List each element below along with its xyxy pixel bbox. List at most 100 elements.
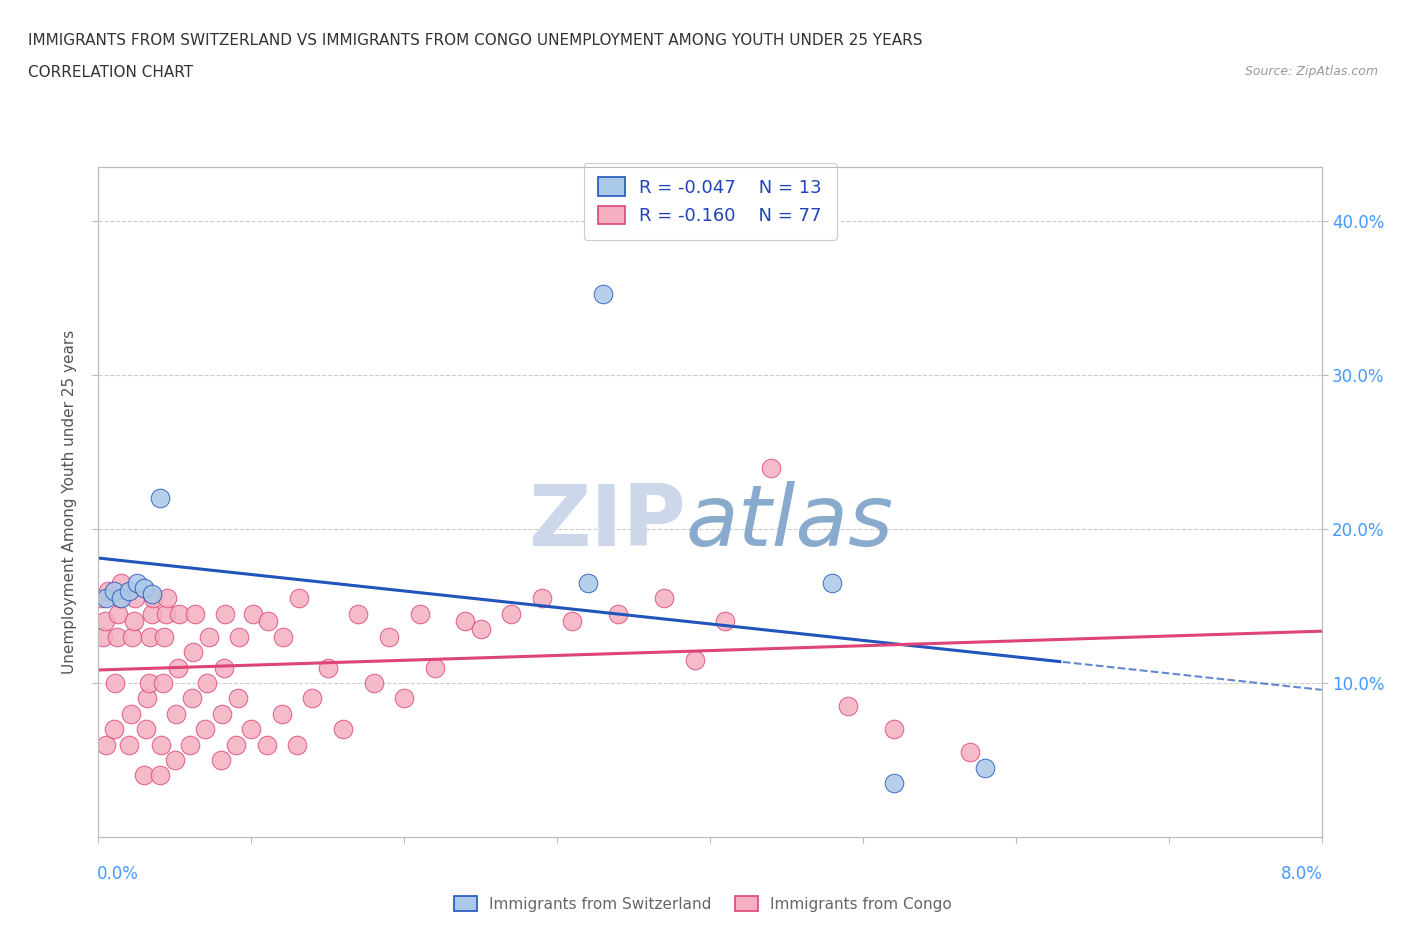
Point (94, 591, 117, 605)
Point (94, 737, 117, 752)
Point (194, 722, 217, 737)
Point (837, 698, 859, 713)
Point (93, 614, 115, 629)
Point (118, 737, 141, 752)
Text: Source: ZipAtlas.com: Source: ZipAtlas.com (1244, 65, 1378, 78)
Legend: R = -0.047    N = 13, R = -0.160    N = 77: R = -0.047 N = 13, R = -0.160 N = 77 (583, 163, 837, 240)
Y-axis label: Unemployment Among Youth under 25 years: Unemployment Among Youth under 25 years (62, 330, 77, 674)
Point (124, 591, 146, 605)
Point (163, 752, 186, 767)
Point (169, 606, 191, 621)
Point (561, 614, 583, 629)
Point (141, 606, 163, 621)
Point (301, 691, 323, 706)
Point (363, 675, 385, 690)
Point (270, 707, 294, 722)
Point (408, 606, 430, 621)
Point (104, 675, 127, 690)
Point (195, 675, 218, 690)
Point (167, 660, 190, 675)
Point (423, 660, 446, 675)
Point (110, 591, 132, 605)
Text: 0.0%: 0.0% (97, 865, 139, 884)
Point (530, 591, 553, 605)
Point (150, 737, 173, 752)
Point (184, 606, 207, 621)
Text: 8.0%: 8.0% (1281, 865, 1323, 884)
Point (209, 752, 232, 767)
Point (242, 606, 264, 621)
Point (392, 691, 416, 706)
Point (180, 691, 202, 706)
Point (883, 776, 905, 790)
Point (103, 583, 125, 598)
Point (156, 591, 179, 605)
Point (165, 707, 187, 722)
Point (607, 606, 630, 621)
Point (225, 737, 247, 752)
Point (107, 606, 129, 621)
Point (974, 761, 997, 776)
Point (134, 768, 156, 783)
Point (108, 591, 131, 605)
Point (110, 576, 132, 591)
Point (136, 691, 159, 706)
Point (652, 591, 675, 605)
Point (152, 675, 174, 690)
Point (138, 675, 160, 690)
Point (273, 630, 295, 644)
Point (592, 286, 614, 301)
Point (332, 722, 354, 737)
Point (683, 653, 706, 668)
Point (256, 737, 278, 752)
Point (135, 722, 157, 737)
Point (149, 768, 172, 783)
Point (90, 591, 112, 605)
Point (347, 606, 370, 621)
Point (501, 606, 523, 621)
Point (959, 745, 981, 760)
Point (134, 580, 156, 595)
Point (125, 576, 148, 591)
Point (285, 737, 308, 752)
Point (821, 576, 844, 591)
Point (197, 630, 219, 644)
Point (470, 622, 492, 637)
Point (883, 722, 905, 737)
Point (181, 644, 204, 659)
Point (214, 606, 236, 621)
Text: IMMIGRANTS FROM SWITZERLAND VS IMMIGRANTS FROM CONGO UNEMPLOYMENT AMONG YOUTH UN: IMMIGRANTS FROM SWITZERLAND VS IMMIGRANT… (28, 33, 922, 47)
Point (118, 583, 141, 598)
Point (228, 630, 250, 644)
Point (121, 630, 143, 644)
Point (287, 591, 309, 605)
Point (316, 660, 339, 675)
Point (149, 491, 172, 506)
Point (454, 614, 477, 629)
Point (212, 660, 235, 675)
Point (142, 591, 165, 605)
Point (139, 630, 162, 644)
Point (153, 630, 176, 644)
Point (576, 576, 599, 591)
Point (122, 614, 145, 629)
Point (97, 583, 120, 598)
Point (257, 614, 280, 629)
Text: CORRELATION CHART: CORRELATION CHART (28, 65, 193, 80)
Point (211, 707, 233, 722)
Point (155, 606, 177, 621)
Point (226, 691, 249, 706)
Point (714, 614, 737, 629)
Point (103, 722, 125, 737)
Text: ZIP: ZIP (527, 481, 686, 564)
Point (759, 460, 782, 475)
Point (179, 737, 201, 752)
Point (120, 707, 142, 722)
Point (91, 630, 114, 644)
Legend: Immigrants from Switzerland, Immigrants from Congo: Immigrants from Switzerland, Immigrants … (449, 889, 957, 918)
Point (240, 722, 263, 737)
Text: atlas: atlas (686, 481, 894, 564)
Point (378, 630, 401, 644)
Point (141, 586, 163, 601)
Point (105, 630, 128, 644)
